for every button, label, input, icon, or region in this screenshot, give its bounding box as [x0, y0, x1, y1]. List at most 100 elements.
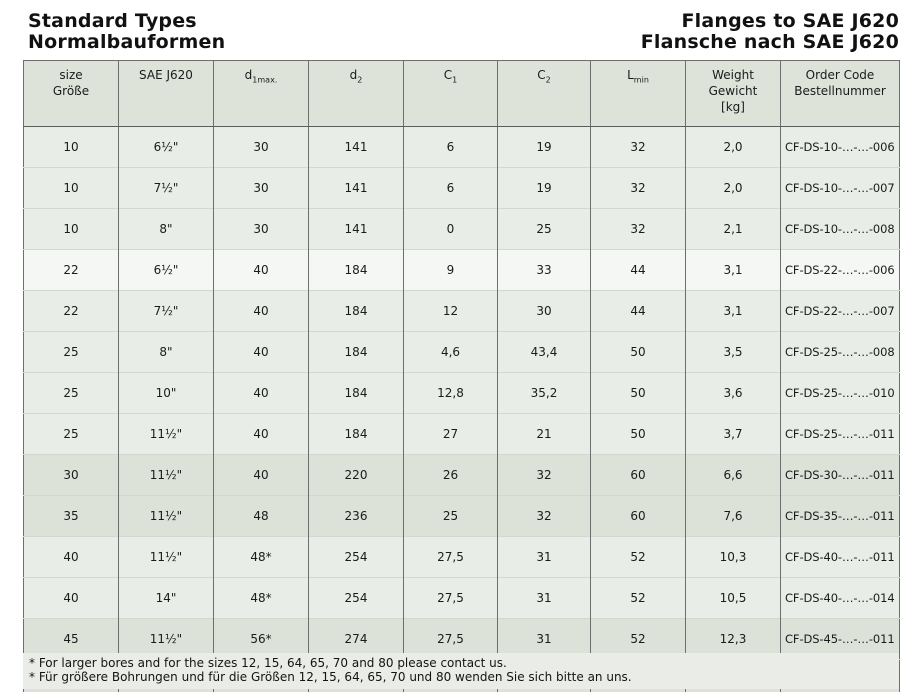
cell-d2: 254	[308, 536, 404, 578]
cell-size: 40	[23, 577, 119, 619]
cell-sae: 8"	[118, 208, 214, 250]
column-symbol: C	[537, 68, 546, 82]
column-subscript: 2	[357, 75, 363, 85]
cell-d1max: 48	[213, 495, 309, 537]
cell-c1: 6	[403, 126, 498, 168]
cell-sae: 11½"	[118, 495, 214, 537]
table-header: size Größe SAE J620 d1max. d2 C1 C2 Lmin Weight G…	[23, 60, 900, 127]
cell-order: CF-DS-25-…-…-011	[780, 413, 900, 455]
cell-d2: 254	[308, 577, 404, 619]
title-right-german: Flansche nach SAE J620	[640, 31, 899, 53]
cell-size: 10	[23, 208, 119, 250]
cell-order: CF-DS-30-…-…-011	[780, 454, 900, 496]
cell-c2: 31	[497, 536, 591, 578]
cell-order: CF-DS-25-…-…-010	[780, 372, 900, 414]
column-symbol: C	[443, 68, 453, 82]
cell-d2: 141	[308, 167, 404, 209]
column-header-c1: C1	[403, 60, 498, 127]
cell-order: CF-DS-45-…-…-011	[780, 618, 900, 660]
column-symbol: L	[627, 68, 634, 82]
cell-size: 25	[23, 372, 119, 414]
page-title-right: Flanges to SAE J620 Flansche nach SAE J6…	[641, 11, 899, 53]
column-header-d1max: d1max.	[213, 60, 309, 127]
cell-order: CF-DS-10-…-…-008	[780, 208, 900, 250]
cell-d1max: 56*	[213, 618, 309, 660]
cell-lmin: 50	[590, 331, 686, 373]
footnotes: * For larger bores and for the sizes 12,…	[23, 653, 899, 689]
cell-c2: 31	[497, 618, 591, 660]
table-row: 25 8" 40 184 4,6 43,4 50 3,5 CF-DS-25-…-…-008	[23, 331, 900, 373]
cell-weight: 10,3	[685, 536, 781, 578]
cell-c1: 25	[403, 495, 498, 537]
cell-size: 10	[23, 167, 119, 209]
cell-c1: 27,5	[403, 618, 498, 660]
cell-weight: 3,1	[685, 249, 781, 291]
cell-sae: 6½"	[118, 249, 214, 291]
cell-size: 45	[23, 618, 119, 660]
table-row: 10 6½" 30 141 6 19 32 2,0 CF-DS-10-…-…-006	[23, 126, 900, 168]
cell-size: 30	[23, 454, 119, 496]
cell-c1: 12	[403, 290, 498, 332]
cell-lmin: 44	[590, 249, 686, 291]
cell-lmin: 32	[590, 208, 686, 250]
cell-d2: 184	[308, 249, 404, 291]
cell-lmin: 52	[590, 536, 686, 578]
cell-c2: 30	[497, 290, 591, 332]
cell-sae: 14"	[118, 577, 214, 619]
cell-d1max: 48*	[213, 577, 309, 619]
cell-d2: 184	[308, 290, 404, 332]
table-row: 40 14" 48* 254 27,5 31 52 10,5 CF-DS-40-…-…-014	[23, 577, 900, 619]
cell-c2: 32	[497, 495, 591, 537]
header-row: size Größe SAE J620 d1max. d2 C1 C2 Lmin Weight G…	[23, 60, 900, 127]
cell-order: CF-DS-25-…-…-008	[780, 331, 900, 373]
table-row: 10 8" 30 141 0 25 32 2,1 CF-DS-10-…-…-008	[23, 208, 900, 250]
cell-weight: 12,3	[685, 618, 781, 660]
cell-d1max: 30	[213, 167, 309, 209]
cell-lmin: 52	[590, 577, 686, 619]
cell-lmin: 32	[590, 167, 686, 209]
column-header-order: Order Code Bestellnummer	[780, 60, 900, 127]
table-row: 40 11½" 48* 254 27,5 31 52 10,3 CF-DS-40-…-…-011	[23, 536, 900, 578]
column-header-c2: C2	[497, 60, 591, 127]
cell-sae: 6½"	[118, 126, 214, 168]
cell-d2: 184	[308, 372, 404, 414]
cell-d2: 274	[308, 618, 404, 660]
cell-d2: 184	[308, 413, 404, 455]
cell-weight: 3,5	[685, 331, 781, 373]
column-header-d2: d2	[308, 60, 404, 127]
cell-lmin: 44	[590, 290, 686, 332]
cell-size: 10	[23, 126, 119, 168]
title-left-english: Standard Types	[28, 10, 197, 32]
cell-d2: 141	[308, 126, 404, 168]
cell-weight: 3,6	[685, 372, 781, 414]
cell-order: CF-DS-10-…-…-007	[780, 167, 900, 209]
cell-c2: 31	[497, 577, 591, 619]
cell-lmin: 32	[590, 126, 686, 168]
table-row: 25 10" 40 184 12,8 35,2 50 3,6 CF-DS-25-…-…-010	[23, 372, 900, 414]
title-right-english: Flanges to SAE J620	[681, 10, 899, 32]
cell-size: 25	[23, 331, 119, 373]
cell-c1: 26	[403, 454, 498, 496]
cell-c1: 12,8	[403, 372, 498, 414]
table-row: 45 11½" 56* 274 27,5 31 52 12,3 CF-DS-45-…-…-011	[23, 618, 900, 660]
cell-weight: 7,6	[685, 495, 781, 537]
cell-c2: 32	[497, 454, 591, 496]
cell-lmin: 50	[590, 372, 686, 414]
cell-d1max: 40	[213, 454, 309, 496]
table-row: 30 11½" 40 220 26 32 60 6,6 CF-DS-30-…-…-011	[23, 454, 900, 496]
cell-weight: 2,1	[685, 208, 781, 250]
cell-weight: 3,7	[685, 413, 781, 455]
cell-c2: 43,4	[497, 331, 591, 373]
cell-d1max: 40	[213, 331, 309, 373]
page-header: Standard Types Normalbauformen Flanges t…	[28, 11, 899, 53]
flange-dimensions-table: size Größe SAE J620 d1max. d2 C1 C2 Lmin Weight G…	[23, 60, 900, 692]
cell-order: CF-DS-10-…-…-006	[780, 126, 900, 168]
cell-c1: 9	[403, 249, 498, 291]
footnote-german: * Für größere Bohrungen und für die Größ…	[29, 670, 632, 684]
cell-d2: 141	[308, 208, 404, 250]
cell-order: CF-DS-40-…-…-011	[780, 536, 900, 578]
column-header-lmin: Lmin	[590, 60, 686, 127]
cell-sae: 11½"	[118, 454, 214, 496]
cell-c2: 19	[497, 126, 591, 168]
